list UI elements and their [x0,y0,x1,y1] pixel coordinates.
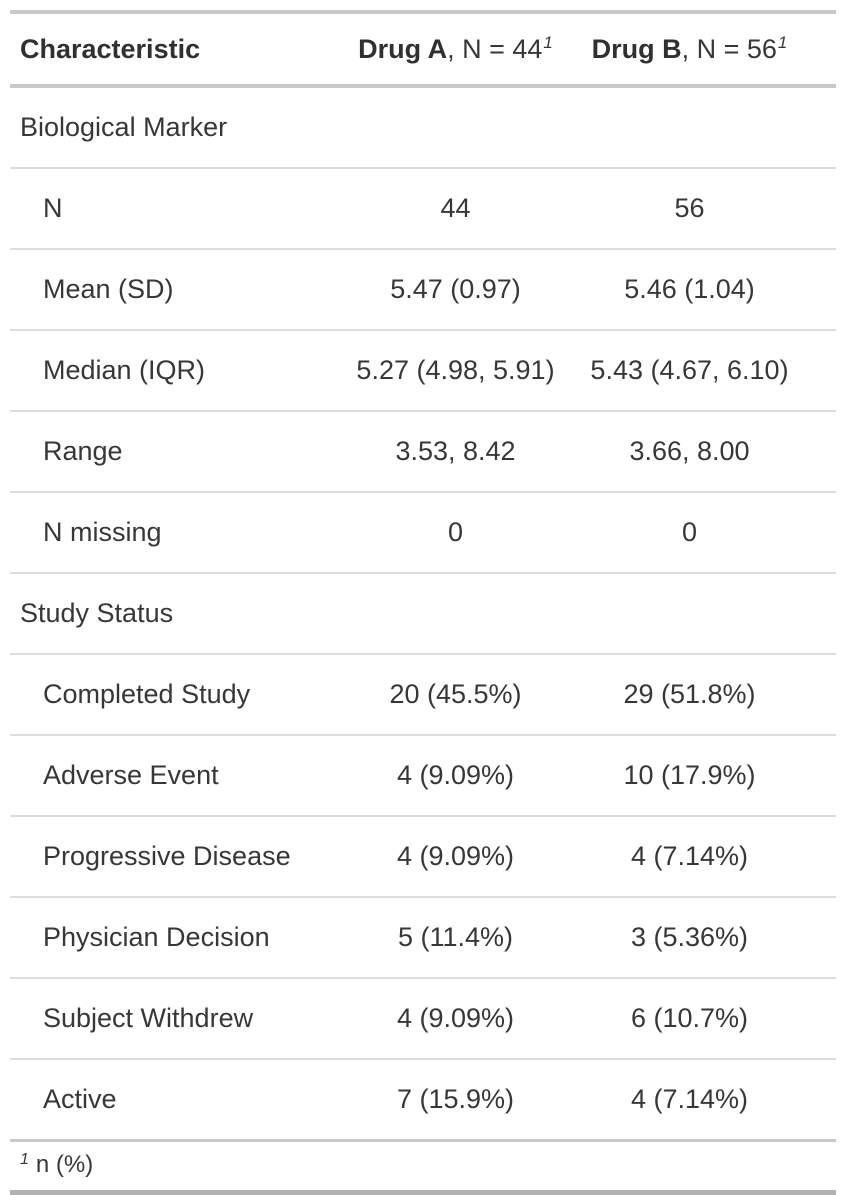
header-drug-a-name: Drug A [358,34,448,64]
row-label: Range [10,411,340,493]
cell-drug-b: 3.66, 8.00 [571,411,836,493]
cell-drug-a: 5.47 (0.97) [340,249,571,331]
table-row: Adverse Event 4 (9.09%) 10 (17.9%) [10,735,836,817]
footnote-text: n (%) [35,1151,94,1178]
table-row: Range 3.53, 8.42 3.66, 8.00 [10,411,836,493]
table-row: N 44 56 [10,168,836,250]
header-row: Characteristic Drug A, N = 441 Drug B, N… [10,12,836,88]
cell-drug-b [571,86,836,169]
cell-drug-a: 44 [340,168,571,250]
cell-drug-b: 5.46 (1.04) [571,249,836,331]
table-row: Median (IQR) 5.27 (4.98, 5.91) 5.43 (4.6… [10,330,836,412]
table-row: Progressive Disease 4 (9.09%) 4 (7.14%) [10,816,836,898]
table-row: Completed Study 20 (45.5%) 29 (51.8%) [10,654,836,736]
footnote-row: 1 n (%) [10,1140,836,1195]
table-row: N missing 0 0 [10,492,836,574]
cell-drug-b: 4 (7.14%) [571,816,836,898]
cell-drug-b [571,573,836,655]
cell-drug-a: 0 [340,492,571,574]
row-label: Mean (SD) [10,249,340,331]
row-label: Physician Decision [10,897,340,979]
row-label: Active [10,1059,340,1142]
row-label: Median (IQR) [10,330,340,412]
table-row-group: Biological Marker [10,86,836,169]
cell-drug-a [340,573,571,655]
cell-drug-a [340,86,571,169]
cell-drug-a: 3.53, 8.42 [340,411,571,493]
row-label: Adverse Event [10,735,340,817]
cell-drug-a: 5 (11.4%) [340,897,571,979]
footnote: 1 n (%) [10,1140,836,1195]
header-drug-b-name: Drug B [591,34,682,64]
cell-drug-b: 5.43 (4.67, 6.10) [571,330,836,412]
footnote-mark-icon: 1 [543,33,553,52]
header-drug-a-n: , N = 44 [447,34,543,64]
cell-drug-b: 4 (7.14%) [571,1059,836,1142]
table-header: Characteristic Drug A, N = 441 Drug B, N… [10,12,836,88]
cell-drug-a: 4 (9.09%) [340,978,571,1060]
cell-drug-b: 3 (5.36%) [571,897,836,979]
row-label: N missing [10,492,340,574]
header-drug-a: Drug A, N = 441 [340,12,571,88]
row-label: Study Status [10,573,340,655]
cell-drug-b: 56 [571,168,836,250]
cell-drug-a: 7 (15.9%) [340,1059,571,1142]
cell-drug-a: 4 (9.09%) [340,816,571,898]
cell-drug-b: 10 (17.9%) [571,735,836,817]
cell-drug-a: 4 (9.09%) [340,735,571,817]
header-drug-b-n: , N = 56 [681,34,777,64]
table-body: Biological Marker N 44 56 Mean (SD) 5.47… [10,86,836,1142]
table-row: Mean (SD) 5.47 (0.97) 5.46 (1.04) [10,249,836,331]
table-row: Subject Withdrew 4 (9.09%) 6 (10.7%) [10,978,836,1060]
table-row: Physician Decision 5 (11.4%) 3 (5.36%) [10,897,836,979]
row-label: Biological Marker [10,86,340,169]
table-row: Active 7 (15.9%) 4 (7.14%) [10,1059,836,1142]
table-row-group: Study Status [10,573,836,655]
row-label: Completed Study [10,654,340,736]
cell-drug-b: 0 [571,492,836,574]
cell-drug-a: 5.27 (4.98, 5.91) [340,330,571,412]
row-label: Progressive Disease [10,816,340,898]
footnote-mark-icon: 1 [777,33,788,52]
header-characteristic: Characteristic [10,12,340,88]
summary-table: Characteristic Drug A, N = 441 Drug B, N… [10,10,836,1195]
cell-drug-b: 29 (51.8%) [571,654,836,736]
footnote-mark-icon: 1 [20,1151,29,1168]
row-label: N [10,168,340,250]
header-drug-b: Drug B, N = 561 [571,12,836,88]
cell-drug-a: 20 (45.5%) [340,654,571,736]
table-footer: 1 n (%) [10,1140,836,1195]
row-label: Subject Withdrew [10,978,340,1060]
summary-table-container: Characteristic Drug A, N = 441 Drug B, N… [10,10,836,1195]
cell-drug-b: 6 (10.7%) [571,978,836,1060]
